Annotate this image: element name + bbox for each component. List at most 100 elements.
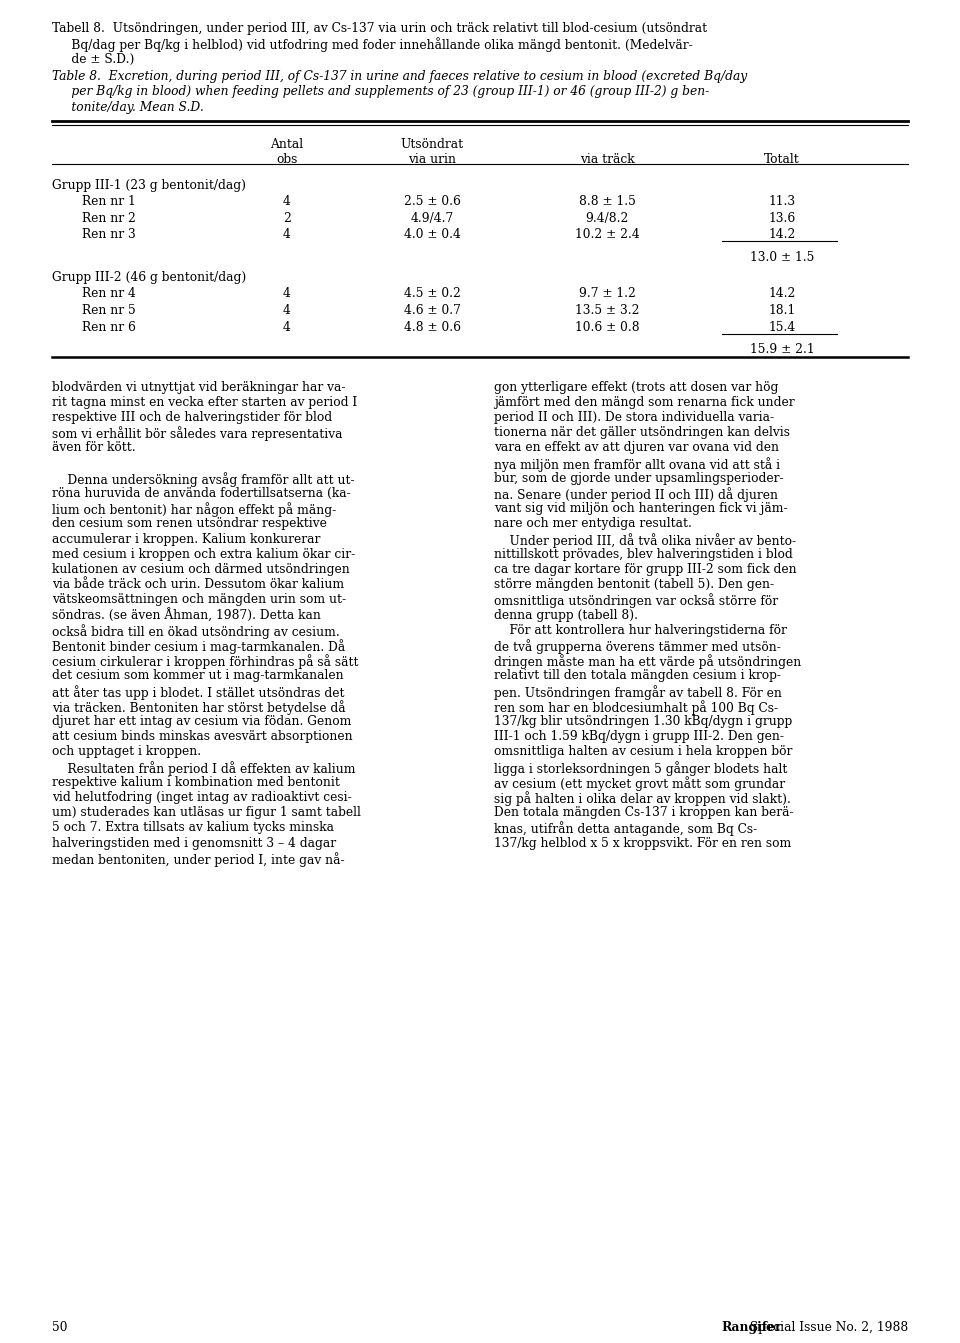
Text: vid helutfodring (inget intag av radioaktivt cesi-: vid helutfodring (inget intag av radioak… xyxy=(52,791,351,804)
Text: 2.5 ± 0.6: 2.5 ± 0.6 xyxy=(403,195,461,208)
Text: 9.7 ± 1.2: 9.7 ± 1.2 xyxy=(579,287,636,301)
Text: med cesium i kroppen och extra kalium ökar cir-: med cesium i kroppen och extra kalium ök… xyxy=(52,548,355,561)
Text: Bentonit binder cesium i mag-tarmkanalen. Då: Bentonit binder cesium i mag-tarmkanalen… xyxy=(52,639,346,654)
Text: Ren nr 3: Ren nr 3 xyxy=(82,228,135,242)
Text: vätskeomsättningen och mängden urin som ut-: vätskeomsättningen och mängden urin som … xyxy=(52,594,347,607)
Text: denna grupp (tabell 8).: denna grupp (tabell 8). xyxy=(494,608,638,622)
Text: kulationen av cesium och därmed utsöndringen: kulationen av cesium och därmed utsöndri… xyxy=(52,563,349,576)
Text: 4: 4 xyxy=(283,228,291,242)
Text: ca tre dagar kortare för grupp III-2 som fick den: ca tre dagar kortare för grupp III-2 som… xyxy=(494,563,797,576)
Text: Ren nr 4: Ren nr 4 xyxy=(82,287,136,301)
Text: 9.4/8.2: 9.4/8.2 xyxy=(586,212,629,224)
Text: 137/kg helblod x 5 x kroppsvikt. För en ren som: 137/kg helblod x 5 x kroppsvikt. För en … xyxy=(494,837,791,850)
Text: Tabell 8.  Utsöndringen, under period III, av Cs-137 via urin och träck relativt: Tabell 8. Utsöndringen, under period III… xyxy=(52,21,708,35)
Text: Bq/dag per Bq/kg i helblod) vid utfodring med foder innehållande olika mängd ben: Bq/dag per Bq/kg i helblod) vid utfodrin… xyxy=(52,38,693,52)
Text: III-1 och 1.59 kBq/dygn i grupp III-2. Den gen-: III-1 och 1.59 kBq/dygn i grupp III-2. D… xyxy=(494,731,784,743)
Text: relativt till den totala mängden cesium i krop-: relativt till den totala mängden cesium … xyxy=(494,670,781,682)
Text: dringen måste man ha ett värde på utsöndringen: dringen måste man ha ett värde på utsönd… xyxy=(494,654,802,669)
Text: 5 och 7. Extra tillsats av kalium tycks minska: 5 och 7. Extra tillsats av kalium tycks … xyxy=(52,822,334,834)
Text: ligga i storleksordningen 5 gånger blodets halt: ligga i storleksordningen 5 gånger blode… xyxy=(494,760,787,775)
Text: av cesium (ett mycket grovt mått som grundar: av cesium (ett mycket grovt mått som gru… xyxy=(494,776,785,791)
Text: 15.4: 15.4 xyxy=(768,321,796,334)
Text: För att kontrollera hur halveringstiderna för: För att kontrollera hur halveringstidern… xyxy=(494,624,787,637)
Text: röna huruvida de använda fodertillsatserna (ka-: röna huruvida de använda fodertillsatser… xyxy=(52,488,350,500)
Text: rit tagna minst en vecka efter starten av period I: rit tagna minst en vecka efter starten a… xyxy=(52,396,357,408)
Text: Ren nr 5: Ren nr 5 xyxy=(82,305,135,317)
Text: tonite/day. Mean S.D.: tonite/day. Mean S.D. xyxy=(52,101,204,114)
Text: 4.0 ± 0.4: 4.0 ± 0.4 xyxy=(403,228,461,242)
Text: Utsöndrat: Utsöndrat xyxy=(400,138,464,152)
Text: det cesium som kommer ut i mag-tarmkanalen: det cesium som kommer ut i mag-tarmkanal… xyxy=(52,670,344,682)
Text: Den totala mängden Cs-137 i kroppen kan berä-: Den totala mängden Cs-137 i kroppen kan … xyxy=(494,806,794,819)
Text: Ren nr 6: Ren nr 6 xyxy=(82,321,136,334)
Text: pen. Utsöndringen framgår av tabell 8. För en: pen. Utsöndringen framgår av tabell 8. F… xyxy=(494,685,781,700)
Text: 18.1: 18.1 xyxy=(768,305,796,317)
Text: 8.8 ± 1.5: 8.8 ± 1.5 xyxy=(579,195,636,208)
Text: via träcken. Bentoniten har störst betydelse då: via träcken. Bentoniten har störst betyd… xyxy=(52,700,346,714)
Text: accumulerar i kroppen. Kalium konkurerar: accumulerar i kroppen. Kalium konkurerar xyxy=(52,533,321,545)
Text: de två grupperna överens tämmer med utsön-: de två grupperna överens tämmer med utsö… xyxy=(494,639,780,654)
Text: vant sig vid miljön och hanteringen fick vi jäm-: vant sig vid miljön och hanteringen fick… xyxy=(494,502,787,516)
Text: Totalt: Totalt xyxy=(764,153,800,167)
Text: Special Issue No. 2, 1988: Special Issue No. 2, 1988 xyxy=(746,1322,908,1334)
Text: respektive III och de halveringstider för blod: respektive III och de halveringstider fö… xyxy=(52,411,332,424)
Text: via urin: via urin xyxy=(408,153,456,167)
Text: halveringstiden med i genomsnitt 3 – 4 dagar: halveringstiden med i genomsnitt 3 – 4 d… xyxy=(52,837,336,850)
Text: period II och III). De stora individuella varia-: period II och III). De stora individuell… xyxy=(494,411,774,424)
Text: 4.8 ± 0.6: 4.8 ± 0.6 xyxy=(403,321,461,334)
Text: söndras. (se även Åhman, 1987). Detta kan: söndras. (se även Åhman, 1987). Detta ka… xyxy=(52,608,321,623)
Text: na. Senare (under period II och III) då djuren: na. Senare (under period II och III) då … xyxy=(494,488,778,502)
Text: obs: obs xyxy=(276,153,298,167)
Text: 50: 50 xyxy=(52,1322,67,1334)
Text: den cesium som renen utsöndrar respektive: den cesium som renen utsöndrar respektiv… xyxy=(52,517,326,530)
Text: Denna undersökning avsåg framför allt att ut-: Denna undersökning avsåg framför allt at… xyxy=(52,471,354,486)
Text: även för kött.: även för kött. xyxy=(52,442,135,454)
Text: nare och mer entydiga resultat.: nare och mer entydiga resultat. xyxy=(494,517,692,530)
Text: Resultaten från period I då effekten av kalium: Resultaten från period I då effekten av … xyxy=(52,760,355,775)
Text: 4: 4 xyxy=(283,195,291,208)
Text: lium och bentonit) har någon effekt på mäng-: lium och bentonit) har någon effekt på m… xyxy=(52,502,336,517)
Text: 15.9 ± 2.1: 15.9 ± 2.1 xyxy=(750,344,814,356)
Text: gon ytterligare effekt (trots att dosen var hög: gon ytterligare effekt (trots att dosen … xyxy=(494,380,779,393)
Text: att åter tas upp i blodet. I stället utsöndras det: att åter tas upp i blodet. I stället uts… xyxy=(52,685,345,700)
Text: um) studerades kan utläsas ur figur 1 samt tabell: um) studerades kan utläsas ur figur 1 sa… xyxy=(52,806,361,819)
Text: 13.6: 13.6 xyxy=(768,212,796,224)
Text: Antal: Antal xyxy=(271,138,303,152)
Text: 13.0 ± 1.5: 13.0 ± 1.5 xyxy=(750,251,814,263)
Text: nittillskott prövades, blev halveringstiden i blod: nittillskott prövades, blev halveringsti… xyxy=(494,548,793,561)
Text: jämfört med den mängd som renarna fick under: jämfört med den mängd som renarna fick u… xyxy=(494,396,795,408)
Text: 4: 4 xyxy=(283,321,291,334)
Text: blodvärden vi utnyttjat vid beräkningar har va-: blodvärden vi utnyttjat vid beräkningar … xyxy=(52,380,346,393)
Text: större mängden bentonit (tabell 5). Den gen-: större mängden bentonit (tabell 5). Den … xyxy=(494,579,774,591)
Text: cesium cirkulerar i kroppen förhindras på så sätt: cesium cirkulerar i kroppen förhindras p… xyxy=(52,654,358,669)
Text: tionerna när det gäller utsöndringen kan delvis: tionerna när det gäller utsöndringen kan… xyxy=(494,426,790,439)
Text: 10.6 ± 0.8: 10.6 ± 0.8 xyxy=(575,321,639,334)
Text: djuret har ett intag av cesium via födan. Genom: djuret har ett intag av cesium via födan… xyxy=(52,714,351,728)
Text: de ± S.D.): de ± S.D.) xyxy=(52,52,134,66)
Text: knas, utifrån detta antagande, som Bq Cs-: knas, utifrån detta antagande, som Bq Cs… xyxy=(494,822,757,837)
Text: också bidra till en ökad utsöndring av cesium.: också bidra till en ökad utsöndring av c… xyxy=(52,624,340,639)
Text: 11.3: 11.3 xyxy=(768,195,796,208)
Text: Under period III, då två olika nivåer av bento-: Under period III, då två olika nivåer av… xyxy=(494,533,796,548)
Text: 2: 2 xyxy=(283,212,291,224)
Text: omsnittliga utsöndringen var också större för: omsnittliga utsöndringen var också störr… xyxy=(494,594,779,608)
Text: Grupp III-2 (46 g bentonit/dag): Grupp III-2 (46 g bentonit/dag) xyxy=(52,271,247,285)
Text: som vi erhållit bör således vara representativa: som vi erhållit bör således vara represe… xyxy=(52,426,343,441)
Text: medan bentoniten, under period I, inte gav nå-: medan bentoniten, under period I, inte g… xyxy=(52,851,345,866)
Text: 4: 4 xyxy=(283,287,291,301)
Text: Ren nr 2: Ren nr 2 xyxy=(82,212,136,224)
Text: 137/kg blir utsöndringen 1.30 kBq/dygn i grupp: 137/kg blir utsöndringen 1.30 kBq/dygn i… xyxy=(494,714,792,728)
Text: nya miljön men framför allt ovana vid att stå i: nya miljön men framför allt ovana vid at… xyxy=(494,457,780,471)
Text: ren som har en blodcesiumhalt på 100 Bq Cs-: ren som har en blodcesiumhalt på 100 Bq … xyxy=(494,700,779,714)
Text: vara en effekt av att djuren var ovana vid den: vara en effekt av att djuren var ovana v… xyxy=(494,442,779,454)
Text: via träck: via träck xyxy=(580,153,635,167)
Text: Table 8.  Excretion, during period III, of Cs-137 in urine and faeces relative t: Table 8. Excretion, during period III, o… xyxy=(52,70,747,83)
Text: bur, som de gjorde under upsamlingsperioder-: bur, som de gjorde under upsamlingsperio… xyxy=(494,471,783,485)
Text: per Bq/kg in blood) when feeding pellets and supplements of 23 (group III-1) or : per Bq/kg in blood) when feeding pellets… xyxy=(52,86,709,98)
Text: respektive kalium i kombination med bentonit: respektive kalium i kombination med bent… xyxy=(52,776,340,788)
Text: 13.5 ± 3.2: 13.5 ± 3.2 xyxy=(575,305,639,317)
Text: 4.9/4.7: 4.9/4.7 xyxy=(410,212,454,224)
Text: 14.2: 14.2 xyxy=(768,228,796,242)
Text: 14.2: 14.2 xyxy=(768,287,796,301)
Text: omsnittliga halten av cesium i hela kroppen bör: omsnittliga halten av cesium i hela krop… xyxy=(494,745,792,759)
